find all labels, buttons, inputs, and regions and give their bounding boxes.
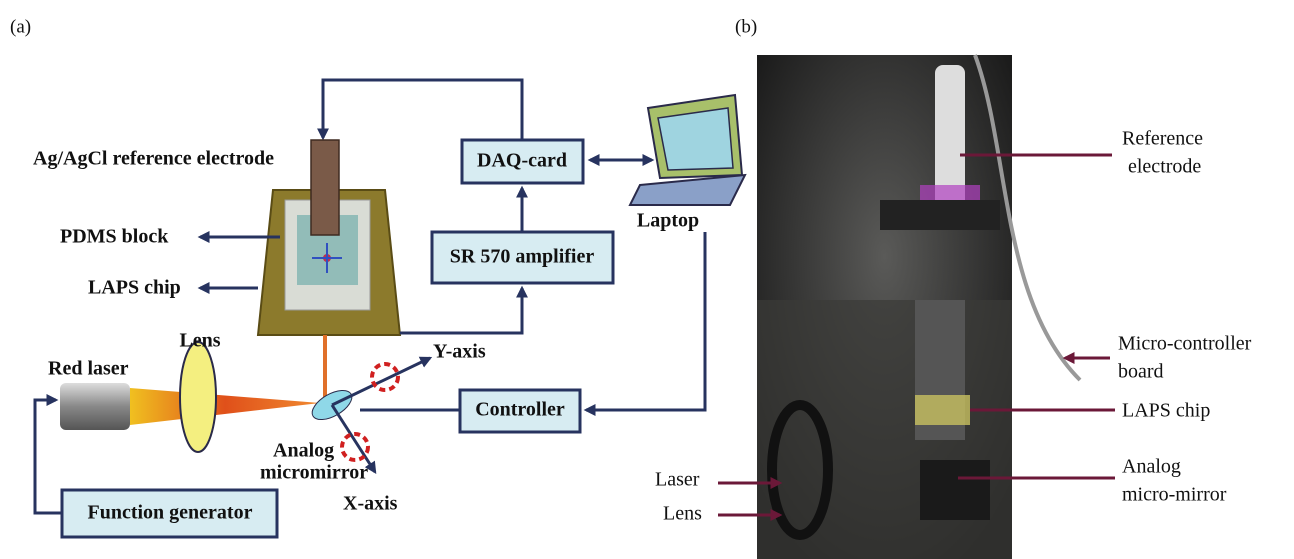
label: LAPS chip bbox=[1122, 400, 1210, 422]
label: Micro-controller bbox=[1118, 333, 1252, 355]
panel-tag: (a) bbox=[10, 16, 31, 37]
label: Ag/AgCl reference electrode bbox=[33, 148, 274, 170]
figure: (a) Ag/AgCl reference electrode PDMS blo… bbox=[0, 0, 1294, 559]
label: Function generator bbox=[88, 502, 253, 524]
label: Reference bbox=[1122, 128, 1203, 150]
connector bbox=[323, 80, 522, 140]
label: X-axis bbox=[343, 493, 398, 515]
label: Lens bbox=[179, 330, 220, 352]
label: Analog bbox=[273, 440, 334, 462]
panel-tag: (b) bbox=[735, 16, 757, 37]
label: Controller bbox=[475, 399, 565, 421]
beam bbox=[130, 388, 320, 425]
label: electrode bbox=[1128, 156, 1201, 178]
connector bbox=[400, 288, 522, 333]
label: micromirror bbox=[260, 462, 368, 484]
photo bbox=[757, 55, 1080, 559]
laptop-icon bbox=[630, 95, 745, 205]
label: Red laser bbox=[48, 358, 129, 380]
label: LAPS chip bbox=[88, 277, 181, 299]
y-axis-arrow bbox=[332, 358, 430, 405]
label: Lens bbox=[663, 503, 702, 525]
lens bbox=[180, 342, 216, 452]
red-laser bbox=[60, 383, 130, 430]
label: board bbox=[1118, 361, 1164, 383]
rotation bbox=[342, 434, 368, 460]
rotation bbox=[372, 364, 398, 390]
label: SR 570 amplifier bbox=[450, 246, 595, 268]
label: Laser bbox=[655, 469, 700, 491]
label: Analog bbox=[1122, 456, 1181, 478]
label: DAQ-card bbox=[477, 150, 567, 172]
label: PDMS block bbox=[60, 226, 169, 248]
label: micro-mirror bbox=[1122, 484, 1227, 506]
electrode bbox=[311, 140, 339, 235]
label: Y-axis bbox=[433, 341, 486, 363]
connector bbox=[35, 400, 62, 513]
label: Laptop bbox=[637, 210, 699, 232]
